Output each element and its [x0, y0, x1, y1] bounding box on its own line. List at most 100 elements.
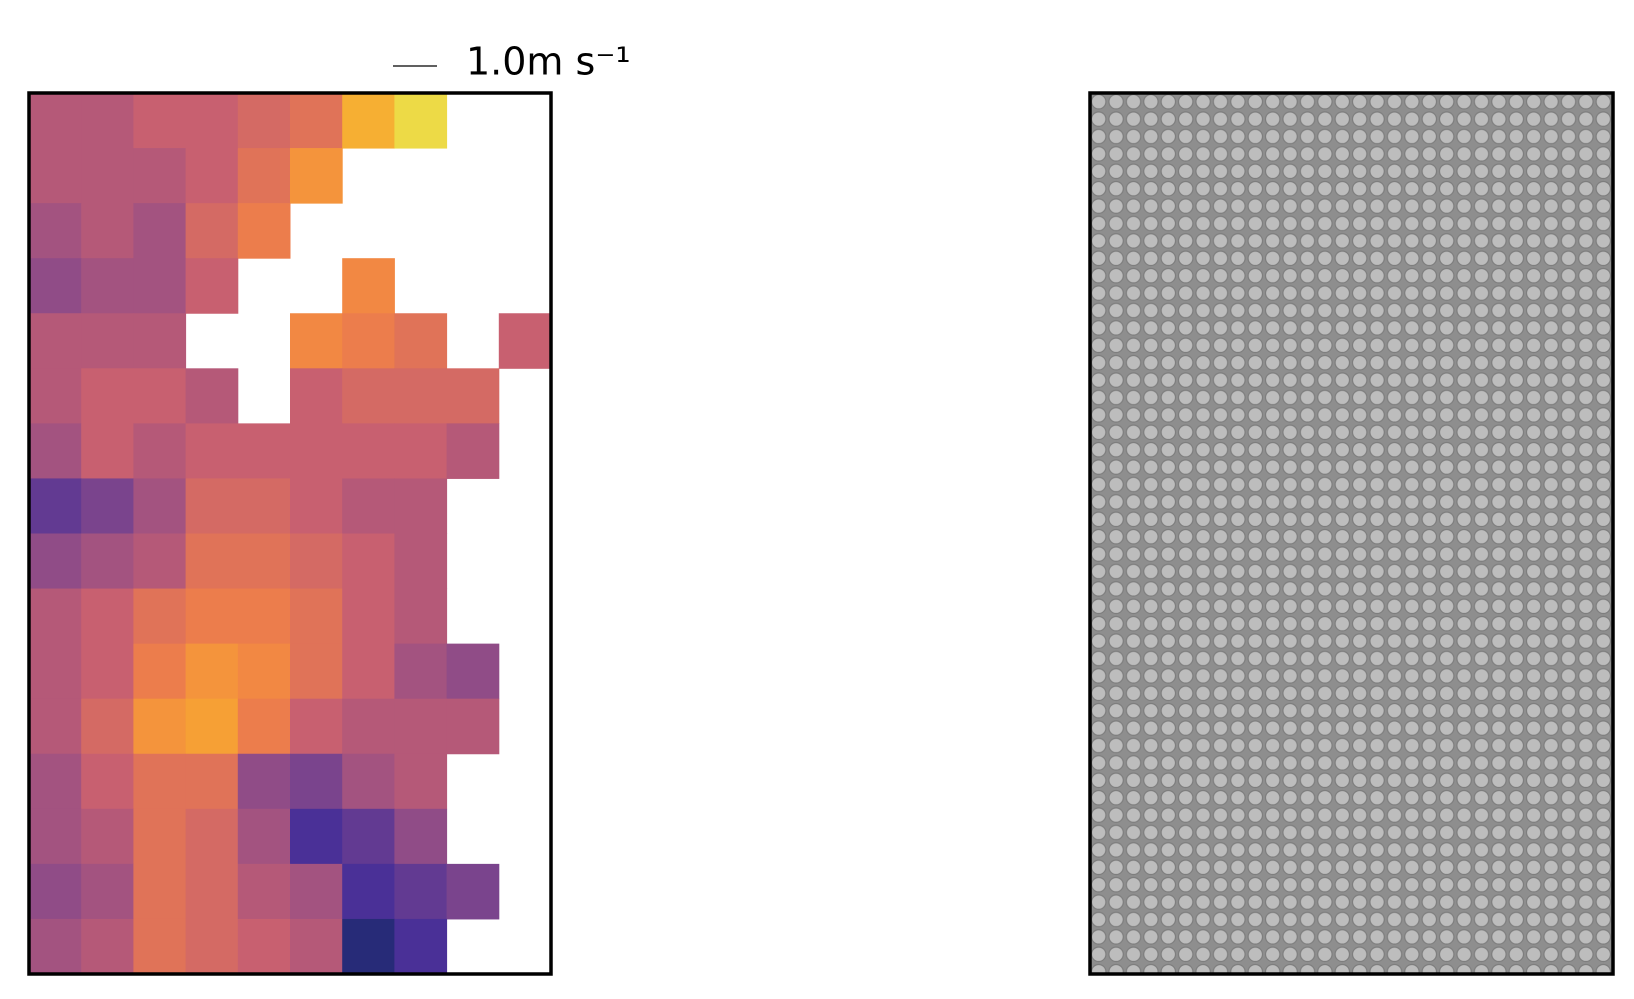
heat-cell [394, 753, 448, 810]
heat-cell [29, 423, 82, 479]
ellipse-field [1090, 93, 1613, 974]
heat-cell [29, 863, 82, 920]
heat-cell [394, 93, 448, 149]
heat-cell [342, 478, 395, 534]
heat-cell [133, 753, 187, 810]
heat-cell [342, 368, 395, 424]
heat-cell [342, 313, 395, 369]
heat-cell [237, 588, 291, 645]
heat-cell [290, 533, 343, 590]
heat-cell [133, 918, 187, 975]
heat-cell [394, 423, 448, 479]
heat-cell [446, 698, 500, 755]
right-frame [1088, 91, 1615, 976]
heat-cell [290, 753, 343, 810]
heat-cell [290, 313, 343, 369]
heat-cell [290, 368, 343, 424]
quiver-key-label: 1.0m s⁻¹ [466, 40, 631, 84]
heat-cell [133, 478, 187, 534]
heat-cell [29, 258, 82, 314]
heat-cell [81, 918, 134, 975]
heat-cell [237, 203, 291, 259]
heat-cell [342, 753, 395, 810]
heat-cell [498, 313, 552, 369]
heat-cell [237, 698, 291, 755]
heat-cell [185, 93, 239, 149]
heat-cell [290, 148, 343, 204]
heat-cell [342, 918, 395, 975]
heat-cell [133, 588, 187, 645]
heat-cell [394, 698, 448, 755]
heat-cell [133, 423, 187, 479]
heat-cell [81, 533, 134, 590]
heat-cell [133, 203, 187, 259]
heat-cell [133, 148, 187, 204]
heat-cell [237, 808, 291, 865]
heat-cell [342, 423, 395, 479]
heat-cell [394, 588, 448, 645]
heat-cell [394, 643, 448, 700]
heat-cell [81, 313, 134, 369]
heatmap [29, 93, 552, 975]
heat-cell [394, 313, 448, 369]
heat-cell [29, 753, 82, 810]
heat-cell [185, 533, 239, 590]
heat-cell [185, 203, 239, 259]
heat-cell [81, 423, 134, 479]
heat-cell [342, 808, 395, 865]
heat-cell [237, 753, 291, 810]
heat-cell [185, 258, 239, 314]
heat-cell [342, 863, 395, 920]
heat-cell [342, 533, 395, 590]
heat-cell [237, 918, 291, 975]
heat-cell [290, 588, 343, 645]
heat-cell [342, 93, 395, 149]
heat-cell [81, 203, 134, 259]
heat-cell [237, 643, 291, 700]
heat-cell [29, 698, 82, 755]
heat-cell [81, 588, 134, 645]
heat-cell [133, 808, 187, 865]
heat-cell [237, 478, 291, 534]
heat-cell [290, 643, 343, 700]
heat-cell [81, 808, 134, 865]
heat-cell [185, 643, 239, 700]
heat-cell [29, 368, 82, 424]
heat-cell [290, 918, 343, 975]
heat-cell [394, 478, 448, 534]
heat-cell [133, 863, 187, 920]
heat-cell [342, 588, 395, 645]
heat-cell [237, 533, 291, 590]
heat-cell [133, 643, 187, 700]
heat-cell [81, 643, 134, 700]
heat-cell [81, 258, 134, 314]
heat-cell [342, 258, 395, 314]
heat-cell [29, 918, 82, 975]
heat-cell [29, 643, 82, 700]
heat-cell [290, 698, 343, 755]
heat-cell [237, 93, 291, 149]
heat-cell [290, 423, 343, 479]
heat-cell [133, 313, 187, 369]
heat-cell [290, 93, 343, 149]
heat-cell [133, 533, 187, 590]
heat-cell [185, 478, 239, 534]
heat-cell [133, 698, 187, 755]
heat-cell [290, 808, 343, 865]
heat-cell [81, 148, 134, 204]
heat-cell [29, 588, 82, 645]
heat-cell [185, 148, 239, 204]
heat-cell [29, 478, 82, 534]
heat-cell [185, 368, 239, 424]
heat-cell [81, 698, 134, 755]
heat-cell [446, 423, 500, 479]
heat-cell [29, 148, 82, 204]
heat-cell [133, 368, 187, 424]
heat-cell [185, 588, 239, 645]
heat-cell [81, 93, 134, 149]
heat-cell [29, 808, 82, 865]
heat-cell [394, 863, 448, 920]
heat-cell [185, 698, 239, 755]
heat-cell [446, 863, 500, 920]
heat-cell [81, 863, 134, 920]
